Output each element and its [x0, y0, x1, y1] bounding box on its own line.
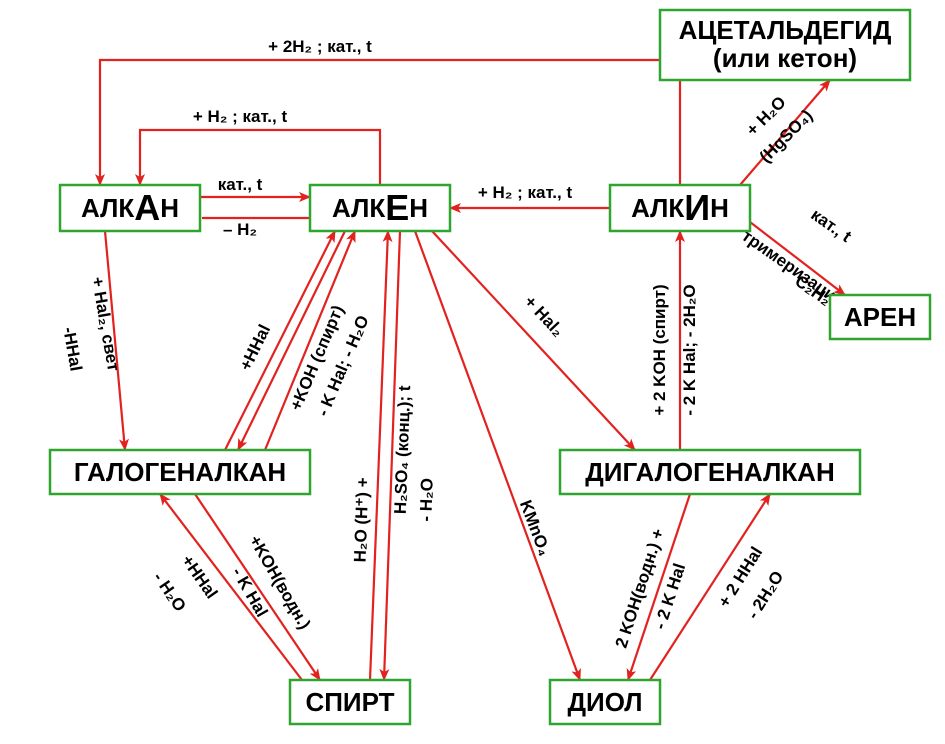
edge-e_spirt_alken: H₂O (H⁺) + [351, 231, 388, 680]
edge-label: + 2 KOH (спирт) [650, 284, 669, 415]
edge-e_alkan_alken_back_lbl_only: – H₂ [202, 218, 310, 239]
node-label: ДИОЛ [567, 687, 642, 717]
node-arene: АРЕН [830, 295, 930, 339]
edge-label: H₂O (H⁺) + [351, 477, 373, 563]
node-label: ГАЛОГЕНАЛКАН [74, 457, 286, 487]
edge-e_alkan_alken_fwd: кат., t [200, 175, 310, 197]
node-label: СПИРТ [305, 687, 394, 717]
node-label: АЦЕТАЛЬДЕГИД [679, 15, 892, 45]
edge-label: KMnO₄ [516, 497, 555, 558]
edge-label: - H₂O [416, 478, 437, 522]
edge-label: кат., t [807, 205, 855, 246]
edge-label: кат., t [218, 175, 263, 194]
edge-label: - H₂O [149, 569, 189, 615]
edge-e_alken_alkan_top: + H₂ ; кат., t [140, 107, 380, 185]
node-alken: АЛКЕН [310, 185, 450, 231]
edge-label: - 2 K Hal; - 2H₂O [680, 284, 699, 415]
edge-e_alken_spirt_back: H₂SO₄ (конц.); t- H₂O [384, 231, 437, 680]
edge-e_alkin_alken: + H₂ ; кат., t [450, 183, 610, 208]
node-alkan: АЛКАН [60, 185, 200, 231]
edge-e_alken_dihalalk: + Hal₂ [432, 231, 635, 450]
node-label: (или кетон) [713, 43, 857, 73]
node-label: ДИГАЛОГЕНАЛКАН [585, 457, 835, 487]
edges-layer: + 2H₂ ; кат., t + H₂ ; кат., t кат., t – H₂… [59, 37, 855, 680]
edge-label: -HHal [59, 326, 85, 373]
node-alkin: АЛКИН [610, 185, 750, 231]
node-label: АЛКЕН [332, 187, 428, 228]
node-dihalalk: ДИГАЛОГЕНАЛКАН [560, 450, 860, 494]
edge-e_alkan_halalk: + Hal₂, свет-HHal [59, 231, 125, 450]
edge-e_alken_diol: KMnO₄ [415, 231, 580, 680]
edge-e_dihalalk_diol_fwd: 2 KOH(водн.) +- 2 K Hal [612, 494, 690, 680]
node-diol: ДИОЛ [550, 680, 660, 724]
edge-label: +HHal [178, 551, 221, 602]
node-acet: АЦЕТАЛЬДЕГИД(или кетон) [660, 10, 910, 80]
edge-label: + H₂ ; кат., t [478, 183, 573, 202]
node-label: АЛКИН [631, 187, 729, 228]
edge-label: + Hal₂, свет [88, 275, 123, 372]
node-halalk: ГАЛОГЕНАЛКАН [50, 450, 310, 494]
reaction-diagram: + 2H₂ ; кат., t + H₂ ; кат., t кат., t – H₂… [0, 0, 945, 744]
edge-label: + 2H₂ ; кат., t [268, 37, 372, 56]
edge-e_alkin_alkan_top: + 2H₂ ; кат., t [100, 37, 680, 185]
edge-label: – H₂ [223, 220, 257, 239]
edge-label: H₂SO₄ (конц.); t [391, 385, 414, 515]
node-label: АЛКАН [81, 187, 179, 228]
edge-label: + H₂ ; кат., t [193, 107, 288, 126]
node-label: АРЕН [844, 302, 916, 332]
edge-e_alkin_acet: + H₂O(HgSO₄) [740, 80, 830, 185]
node-spirt: СПИРТ [290, 680, 410, 724]
edge-e_dihalalk_alkin: + 2 KOH (спирт) - 2 K Hal; - 2H₂O [650, 231, 699, 450]
